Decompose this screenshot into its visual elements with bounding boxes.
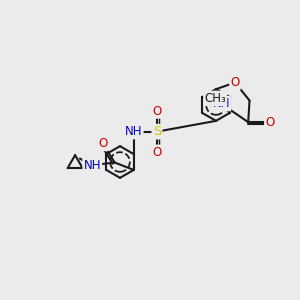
- Text: O: O: [152, 146, 162, 159]
- Text: O: O: [152, 104, 162, 118]
- Text: NH: NH: [125, 125, 142, 138]
- Text: O: O: [265, 116, 274, 129]
- Text: S: S: [153, 125, 161, 138]
- Text: O: O: [98, 137, 107, 150]
- Text: NH: NH: [212, 97, 230, 110]
- Text: O: O: [230, 76, 240, 89]
- Text: NH: NH: [83, 159, 101, 172]
- Text: CH₃: CH₃: [204, 92, 226, 105]
